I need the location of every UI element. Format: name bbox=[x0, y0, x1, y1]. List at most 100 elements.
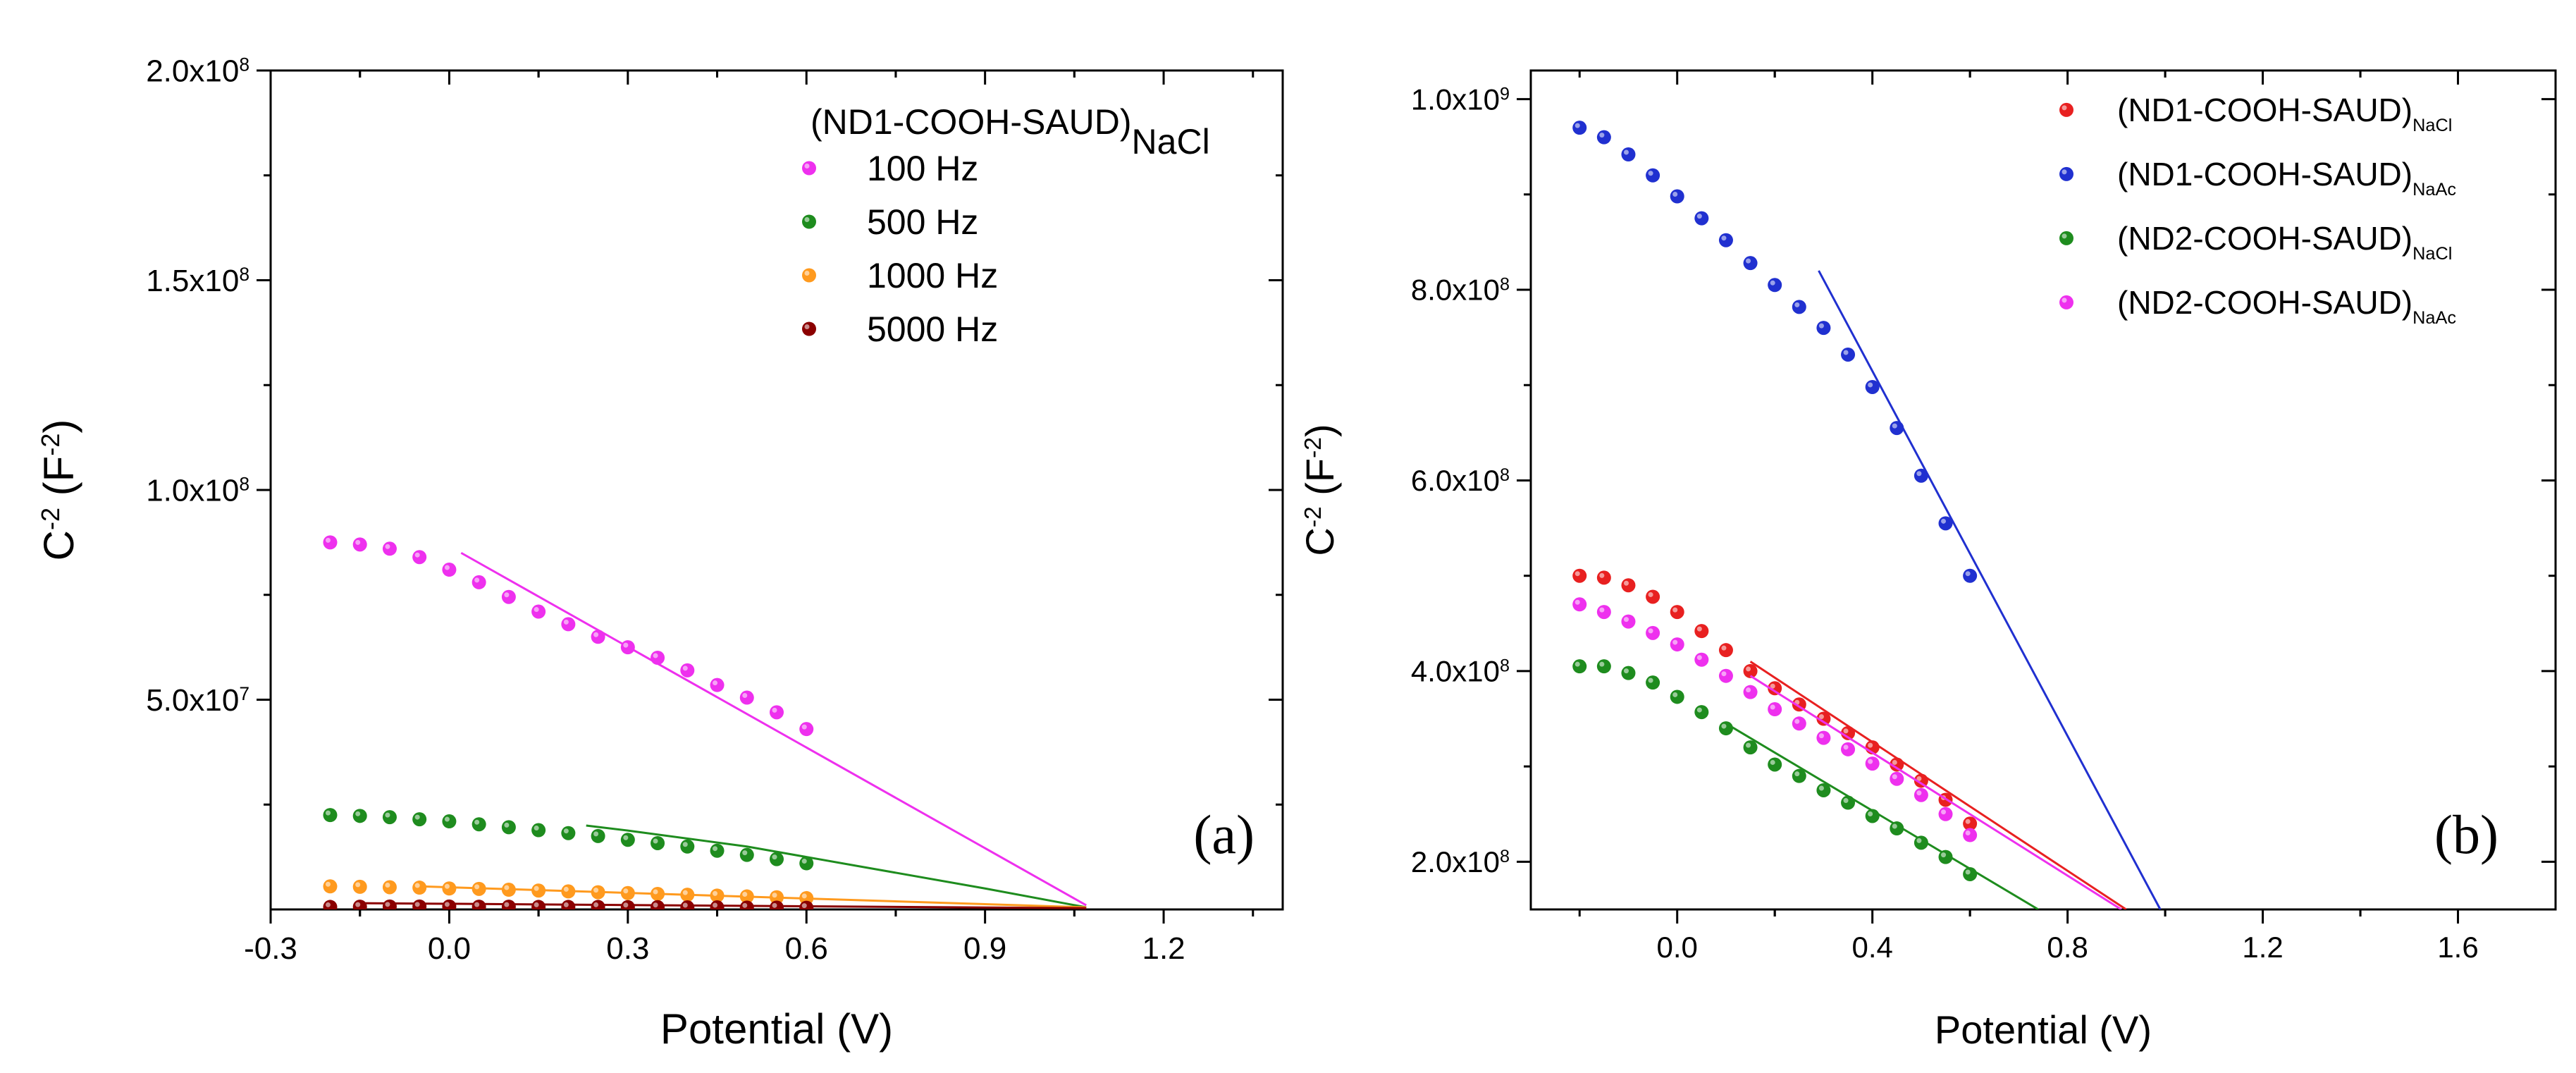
data-point-highlight bbox=[772, 893, 777, 898]
data-point bbox=[1743, 256, 1758, 271]
data-point-highlight bbox=[1868, 382, 1873, 388]
data-point bbox=[382, 880, 397, 895]
legend-marker bbox=[802, 321, 816, 336]
data-point-highlight bbox=[355, 539, 361, 545]
y-tick-mantissa: 8.0x10 bbox=[1411, 274, 1500, 307]
y-tick-mantissa: 1.0x10 bbox=[146, 473, 239, 508]
data-point-highlight bbox=[593, 902, 599, 907]
y-tick-label: 4.0x108 bbox=[1411, 655, 1510, 688]
data-point bbox=[1963, 568, 1978, 583]
data-point bbox=[1963, 828, 1978, 842]
data-point-highlight bbox=[534, 885, 539, 891]
data-point-highlight bbox=[1623, 580, 1629, 586]
data-point bbox=[1768, 702, 1782, 717]
data-point-highlight bbox=[742, 850, 748, 856]
data-point-highlight bbox=[1916, 838, 1922, 843]
data-point-highlight bbox=[444, 883, 450, 889]
data-point-highlight bbox=[653, 838, 658, 844]
data-point bbox=[1646, 625, 1660, 640]
data-point-highlight bbox=[1648, 591, 1653, 597]
y-label-unit: (F bbox=[35, 456, 82, 508]
y-tick-mantissa: 5.0x10 bbox=[146, 683, 239, 718]
data-point-highlight bbox=[1892, 774, 1897, 780]
legend-entry: 1000 Hz bbox=[867, 256, 998, 295]
data-point-highlight bbox=[713, 890, 718, 896]
data-point-highlight bbox=[1843, 728, 1849, 734]
data-point-highlight bbox=[1892, 823, 1897, 829]
data-point-highlight bbox=[474, 577, 480, 583]
data-point-highlight bbox=[772, 707, 777, 713]
y-tick-exponent: 8 bbox=[239, 54, 249, 75]
legend-entry-sub: NaAc bbox=[2412, 180, 2456, 200]
data-point-highlight bbox=[713, 846, 718, 852]
data-point-highlight bbox=[325, 810, 331, 816]
data-point-highlight bbox=[474, 902, 480, 907]
data-point-highlight bbox=[1818, 733, 1824, 739]
data-point-highlight bbox=[742, 693, 748, 699]
data-point bbox=[323, 535, 338, 550]
data-point-highlight bbox=[1746, 742, 1751, 748]
legend-marker-highlight bbox=[2062, 169, 2067, 175]
data-point bbox=[352, 879, 367, 894]
data-point-highlight bbox=[1916, 775, 1922, 781]
data-point-highlight bbox=[593, 831, 599, 837]
data-point bbox=[1913, 787, 1928, 802]
data-point-highlight bbox=[414, 814, 420, 820]
data-point-highlight bbox=[1623, 617, 1629, 623]
data-point bbox=[442, 563, 457, 577]
data-point bbox=[1596, 130, 1611, 145]
data-point-highlight bbox=[1574, 571, 1580, 577]
data-point bbox=[710, 677, 725, 692]
data-point bbox=[770, 900, 784, 909]
data-point-highlight bbox=[1721, 235, 1727, 241]
data-point-highlight bbox=[1843, 350, 1849, 355]
data-point bbox=[412, 550, 427, 565]
data-point-highlight bbox=[1892, 759, 1897, 765]
data-point bbox=[1572, 659, 1587, 674]
data-point-highlight bbox=[1696, 626, 1702, 632]
data-point bbox=[412, 812, 427, 827]
data-point-highlight bbox=[1770, 759, 1775, 765]
data-point bbox=[739, 690, 754, 705]
data-point bbox=[651, 651, 665, 665]
data-point-highlight bbox=[1599, 661, 1605, 667]
data-point bbox=[1670, 189, 1684, 204]
x-axis-label: Potential (V) bbox=[1935, 1007, 2152, 1052]
data-point-highlight bbox=[713, 902, 718, 908]
data-point bbox=[1718, 721, 1733, 736]
y-tick-label: 2.0x108 bbox=[146, 54, 249, 88]
legend-marker-highlight bbox=[804, 217, 810, 222]
y-tick-label: 1.0x109 bbox=[1411, 82, 1510, 116]
data-point bbox=[591, 828, 605, 843]
data-point-highlight bbox=[534, 607, 539, 613]
data-point bbox=[1694, 624, 1709, 639]
y-tick-exponent: 8 bbox=[239, 264, 249, 285]
data-point bbox=[1792, 300, 1806, 314]
y-tick-label: 8.0x108 bbox=[1411, 274, 1510, 307]
data-point-highlight bbox=[1868, 811, 1873, 816]
x-tick-label: 0.6 bbox=[785, 931, 828, 966]
data-point-highlight bbox=[1794, 302, 1800, 307]
data-point-highlight bbox=[1965, 869, 1971, 875]
data-point bbox=[472, 575, 486, 589]
data-point-highlight bbox=[444, 565, 450, 570]
data-point bbox=[382, 541, 397, 556]
data-point-highlight bbox=[801, 724, 807, 730]
data-point bbox=[1890, 821, 1904, 836]
legend-entry: 500 Hz bbox=[867, 202, 978, 242]
series-2 bbox=[1572, 659, 2039, 909]
legend-entry-name: (ND2-COOH-SAUD) bbox=[2117, 284, 2412, 321]
legend-entry-name: 5000 Hz bbox=[867, 309, 998, 349]
series-0 bbox=[323, 535, 1087, 907]
data-point-highlight bbox=[1916, 790, 1922, 796]
data-point bbox=[352, 537, 367, 552]
data-point bbox=[1841, 347, 1856, 362]
data-point bbox=[1743, 685, 1758, 699]
series-2 bbox=[323, 879, 1087, 909]
data-point bbox=[1646, 168, 1660, 183]
data-point-highlight bbox=[1696, 707, 1702, 713]
data-point-highlight bbox=[653, 653, 658, 658]
data-point bbox=[561, 826, 576, 840]
data-point-highlight bbox=[1648, 677, 1653, 683]
data-point bbox=[591, 630, 605, 644]
